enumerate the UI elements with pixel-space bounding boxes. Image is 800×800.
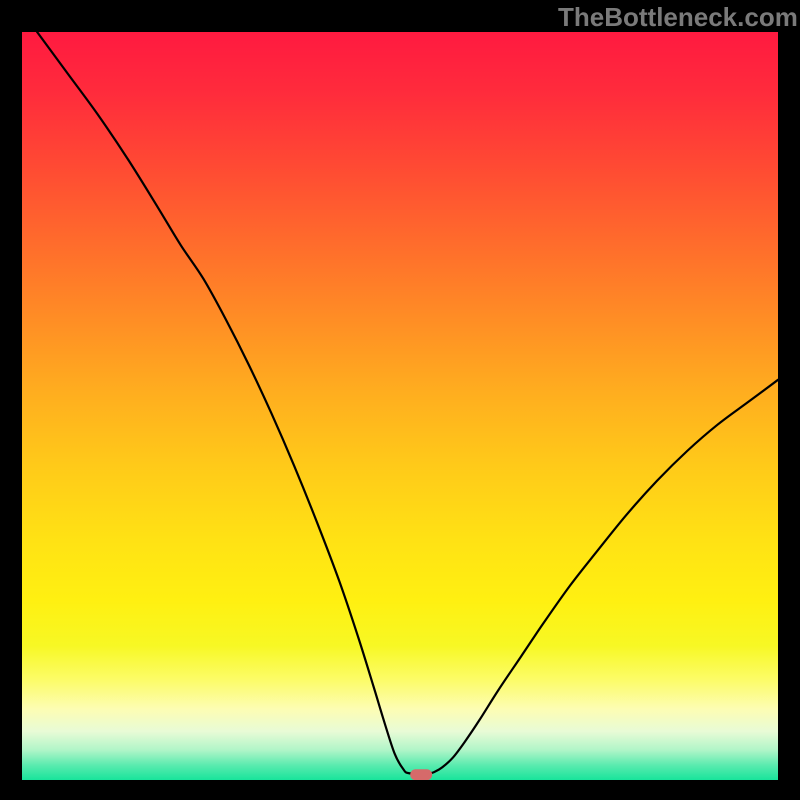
plot-area bbox=[22, 32, 778, 780]
chart-svg bbox=[22, 32, 778, 780]
chart-canvas: TheBottleneck.com bbox=[0, 0, 800, 800]
gradient-background bbox=[22, 32, 778, 780]
optimal-point-marker bbox=[410, 769, 432, 780]
watermark-text: TheBottleneck.com bbox=[558, 2, 798, 33]
